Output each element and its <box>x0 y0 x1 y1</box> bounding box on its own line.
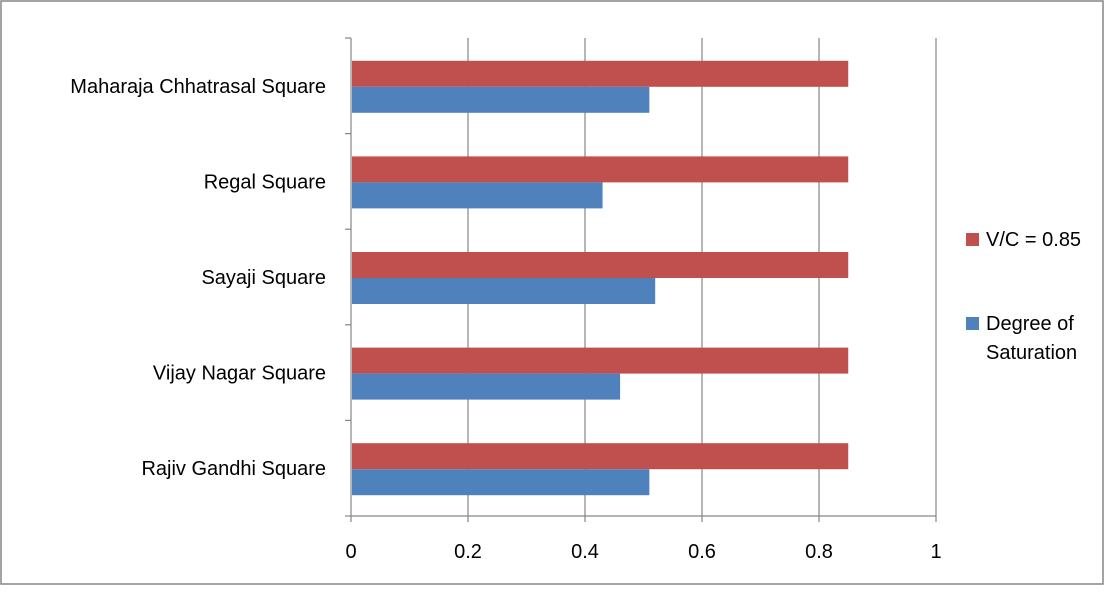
bar <box>352 443 849 470</box>
bar <box>352 252 849 278</box>
bar <box>352 182 603 209</box>
category-label: Rajiv Gandhi Square <box>141 458 326 480</box>
bar <box>352 60 849 87</box>
bar <box>352 469 650 496</box>
bar <box>352 156 849 183</box>
bar <box>352 373 621 400</box>
x-tick-label: 0 <box>345 541 356 563</box>
legend-label: V/C = 0.85 <box>986 229 1081 251</box>
x-tick-label: 0.8 <box>805 541 833 563</box>
legend-label: Saturation <box>986 342 1077 364</box>
axes <box>345 37 937 522</box>
category-label: Sayaji Square <box>201 267 326 289</box>
x-tick-label: 1 <box>930 541 941 563</box>
legend-label: Degree of <box>986 313 1074 335</box>
category-label: Regal Square <box>204 171 326 193</box>
bars <box>352 60 849 496</box>
bar <box>352 347 849 374</box>
x-tick-label: 0.4 <box>571 541 599 563</box>
legend: V/C = 0.85 Degree of Saturation <box>966 229 1081 364</box>
x-tick-label: 0.6 <box>688 541 716 563</box>
category-label: Maharaja Chhatrasal Square <box>70 76 326 98</box>
category-label: Vijay Nagar Square <box>153 363 326 385</box>
labels: 0 0.2 0.4 0.6 0.8 1 Maharaja Chhatrasal Square… <box>70 76 941 563</box>
bar <box>352 278 656 304</box>
legend-swatch <box>966 317 979 330</box>
legend-swatch <box>966 233 979 246</box>
x-tick-label: 0.2 <box>454 541 482 563</box>
bar <box>352 86 650 113</box>
